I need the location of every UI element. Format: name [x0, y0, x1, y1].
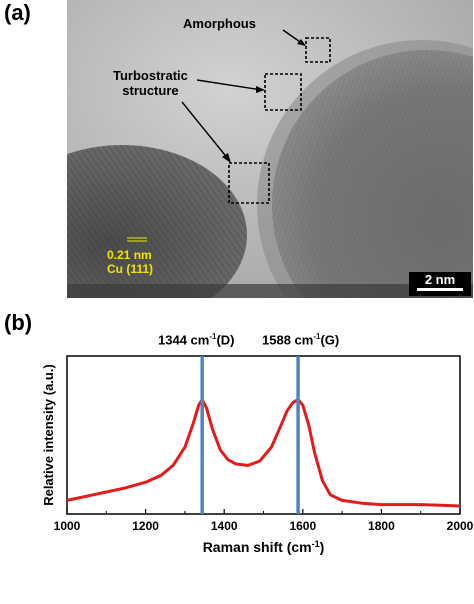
peak-d-label: 1344 cm-1(D) — [158, 332, 235, 347]
x-tick-label: 1600 — [289, 519, 316, 533]
x-axis-label: Raman shift (cm-1) — [203, 539, 325, 555]
peak-g-value: 1588 cm — [262, 332, 314, 348]
turbostratic-label-line2: structure — [122, 83, 179, 98]
raman-plot: 1000 1200 1400 1600 1800 2000 Raman shift (cm-… — [41, 355, 474, 555]
x-tick-label: 1200 — [132, 519, 159, 533]
panel-b-label: (b) — [4, 310, 33, 335]
large-particle-fringes — [272, 50, 473, 298]
tem-image — [67, 0, 473, 298]
peak-d-superscript: -1 — [209, 332, 217, 341]
lattice-plane-text: Cu (111) — [107, 262, 154, 276]
lattice-label: 0.21 nm Cu (111) — [107, 248, 153, 276]
plot-frame — [66, 355, 461, 515]
raman-spectrum-line — [66, 398, 461, 508]
amorphous-box — [305, 37, 331, 63]
turbostratic-arrow-lower — [181, 101, 230, 161]
amorphous-label: Amorphous — [183, 16, 256, 31]
peak-g-label: 1588 cm-1(G) — [262, 332, 339, 347]
scale-bar-box: 2 nm — [409, 272, 471, 296]
x-tick-label: 2000 — [447, 519, 474, 533]
x-tick-label: 1000 — [54, 519, 81, 533]
scale-bar — [417, 288, 463, 291]
turbostratic-box-upper — [264, 73, 302, 111]
peak-g-superscript: -1 — [313, 332, 321, 341]
turbostratic-arrowhead-lower — [222, 153, 231, 163]
panel-a-label: (a) — [4, 0, 31, 25]
turbostratic-label-line1: Turbostratic — [113, 68, 188, 83]
peak-d-value: 1344 cm — [158, 332, 210, 348]
bottom-shadow — [67, 284, 473, 298]
tem-micrograph: Amorphous Turbostratic structure 0.21 nm… — [67, 0, 473, 298]
turbostratic-box-lower — [228, 162, 270, 204]
x-tick-label: 1800 — [368, 519, 395, 533]
turbostratic-label: Turbostratic structure — [113, 68, 188, 98]
raman-chart: 1000 1200 1400 1600 1800 2000 Raman shift (cm-… — [0, 328, 474, 604]
lattice-spacing-text: 0.21 nm — [107, 248, 152, 262]
amorphous-arrowhead — [297, 39, 306, 46]
turbostratic-arrow-upper — [196, 79, 263, 91]
scale-bar-label: 2 nm — [424, 272, 456, 287]
x-tick-label: 1400 — [211, 519, 238, 533]
y-axis-label: Relative intensity (a.u.) — [41, 364, 56, 506]
peak-g-suffix: (G) — [320, 332, 340, 348]
peak-d-suffix: (D) — [216, 332, 235, 348]
cu-lattice-fringes — [67, 145, 247, 298]
turbostratic-arrowhead-upper — [256, 86, 265, 93]
